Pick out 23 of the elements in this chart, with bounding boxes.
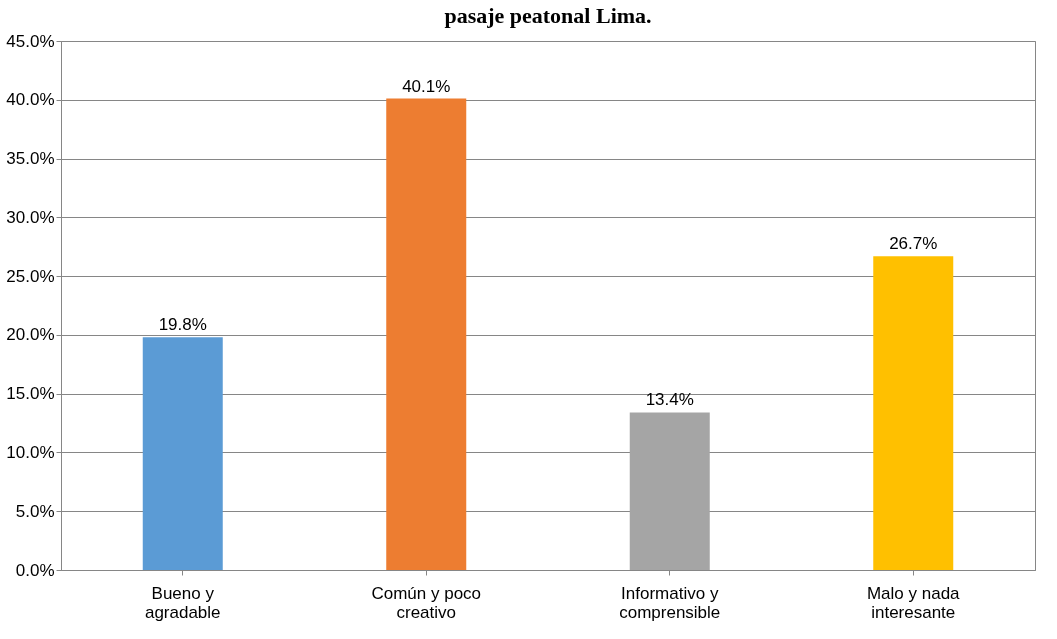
bar <box>629 412 710 570</box>
data-label: 26.7% <box>889 234 938 254</box>
x-tick-label: Malo y nada interesante <box>866 583 961 622</box>
x-tick-label: Bueno y agradable <box>144 583 221 622</box>
x-tick-label: Común y poco creativo <box>371 583 482 622</box>
y-tick-label: 25.0% <box>6 266 55 286</box>
chart-title: pasaje peatonal Lima. <box>444 3 652 28</box>
y-tick-label: 40.0% <box>6 90 55 110</box>
y-tick-label: 45.0% <box>6 31 55 51</box>
data-label: 19.8% <box>158 315 207 335</box>
y-tick-label: 10.0% <box>6 442 55 462</box>
y-tick-label: 20.0% <box>6 325 55 345</box>
bar <box>873 256 954 570</box>
bar <box>142 337 223 570</box>
y-tick-label: 0.0% <box>15 560 55 580</box>
y-tick-label: 30.0% <box>6 207 55 227</box>
x-tick-label: Informativo y comprensible <box>619 583 721 622</box>
y-tick-label: 35.0% <box>6 149 55 169</box>
bar <box>386 98 467 570</box>
data-label: 13.4% <box>645 390 694 410</box>
data-label: 40.1% <box>402 76 451 96</box>
y-tick-label: 5.0% <box>15 501 55 521</box>
y-tick-label: 15.0% <box>6 384 55 404</box>
